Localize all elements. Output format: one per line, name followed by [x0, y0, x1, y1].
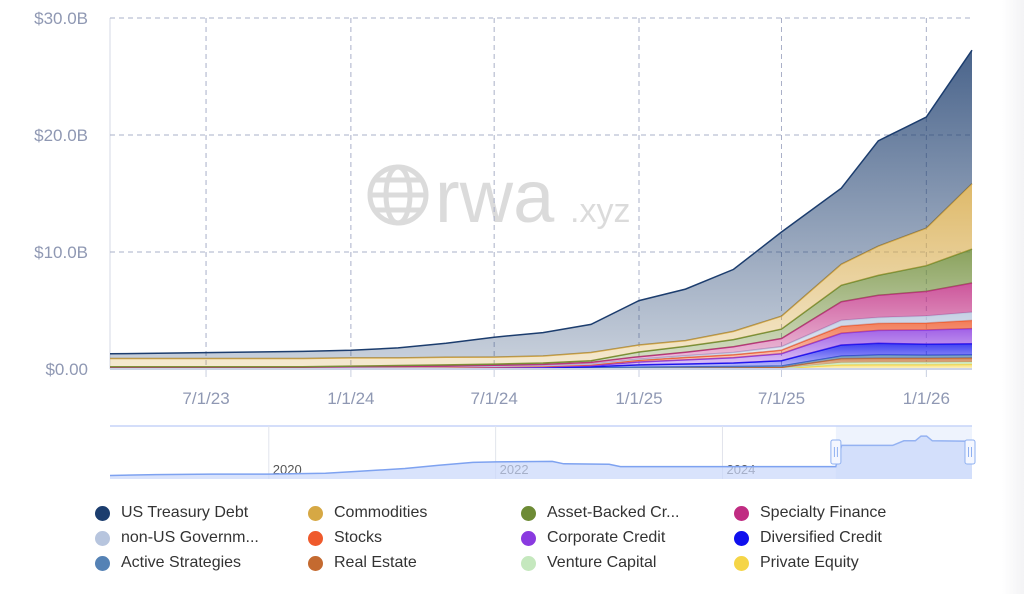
- rwa-watermark-logo: rwa .xyz: [367, 155, 630, 238]
- area-us-treasury-debt: [110, 50, 972, 359]
- legend-label: Asset-Backed Cr...: [547, 504, 680, 521]
- legend-label: Diversified Credit: [760, 529, 882, 546]
- legend-label: non-US Governm...: [121, 529, 259, 546]
- legend-item-non-us-governm[interactable]: non-US Governm...: [95, 529, 259, 547]
- legend-label: US Treasury Debt: [121, 504, 249, 521]
- x-tick-label: 7/1/23: [182, 389, 229, 408]
- legend-item-active-strategies[interactable]: Active Strategies: [95, 554, 241, 572]
- handle-grip[interactable]: [964, 439, 976, 465]
- navigator-handle-left[interactable]: [830, 439, 842, 465]
- y-tick-label: $20.0B: [34, 126, 88, 145]
- legend-label: Private Equity: [760, 554, 859, 571]
- x-tick-label: 7/1/24: [471, 389, 518, 408]
- legend-color-dot-icon: [521, 555, 536, 571]
- navigator-line: [109, 435, 973, 477]
- legend-color-dot-icon: [734, 530, 749, 546]
- legend-label: Specialty Finance: [760, 504, 887, 521]
- legend-color-dot-icon: [734, 555, 749, 571]
- x-tick-label: 1/1/26: [903, 389, 950, 408]
- legend-item-venture-capital[interactable]: Venture Capital: [521, 554, 656, 572]
- legend-color-dot-icon: [734, 505, 749, 521]
- x-tick-label: 7/1/25: [758, 389, 805, 408]
- legend-item-asset-backed-cr[interactable]: Asset-Backed Cr...: [521, 504, 680, 522]
- legend-label: Corporate Credit: [547, 529, 666, 546]
- area-real-estate: [110, 357, 972, 369]
- legend-label: Venture Capital: [547, 554, 657, 571]
- y-tick-label: $10.0B: [34, 243, 88, 262]
- globe-icon: [367, 164, 429, 226]
- page-edge: [1002, 0, 1024, 594]
- legend-item-us-treasury-debt[interactable]: US Treasury Debt: [95, 504, 248, 522]
- line-us-treasury-debt: [109, 49, 973, 355]
- legend-label: Active Strategies: [121, 554, 242, 571]
- area-specialty-finance: [110, 283, 972, 368]
- legend-item-corporate-credit[interactable]: Corporate Credit: [521, 529, 665, 547]
- legend-color-dot-icon: [521, 505, 536, 521]
- legend-item-real-estate[interactable]: Real Estate: [308, 554, 417, 572]
- navigator-area: [110, 436, 972, 479]
- area-asset-backed-cr-: [110, 249, 972, 368]
- y-axis: $0.00 $10.0B $20.0B $30.0B: [34, 9, 88, 379]
- legend-item-specialty-finance[interactable]: Specialty Finance: [734, 504, 886, 522]
- y-tick-label: $0.00: [45, 360, 88, 379]
- legend-item-commodities[interactable]: Commodities: [308, 504, 427, 522]
- x-tick-label: 1/1/24: [327, 389, 374, 408]
- legend-color-dot-icon: [95, 530, 110, 546]
- legend-color-dot-icon: [95, 555, 110, 571]
- legend-label: Real Estate: [334, 554, 417, 571]
- legend-label: Stocks: [334, 529, 383, 546]
- legend-item-diversified-credit[interactable]: Diversified Credit: [734, 529, 882, 547]
- legend-color-dot-icon: [95, 505, 110, 521]
- watermark-brand: rwa: [435, 155, 555, 238]
- series-areas: [109, 49, 973, 370]
- area-stocks: [110, 320, 972, 369]
- legend-color-dot-icon: [308, 555, 323, 571]
- x-axis: 7/1/23 1/1/24 7/1/24 1/1/25 7/1/25 1/1/26: [110, 368, 972, 408]
- legend-item-private-equity[interactable]: Private Equity: [734, 554, 859, 572]
- y-tick-label: $30.0B: [34, 9, 88, 28]
- handle-grip[interactable]: [830, 439, 842, 465]
- legend-label: Commodities: [334, 504, 428, 521]
- legend-color-dot-icon: [308, 530, 323, 546]
- legend-color-dot-icon: [308, 505, 323, 521]
- range-navigator[interactable]: 202020222024: [109, 425, 976, 479]
- navigator-selection[interactable]: [835, 426, 972, 479]
- watermark-suffix: .xyz: [570, 192, 630, 230]
- legend-item-stocks[interactable]: Stocks: [308, 529, 382, 547]
- x-tick-label: 1/1/25: [615, 389, 662, 408]
- area-corporate-credit: [110, 328, 972, 369]
- navigator-handle-right[interactable]: [964, 439, 976, 465]
- legend-color-dot-icon: [521, 530, 536, 546]
- area-active-strategies: [110, 355, 972, 369]
